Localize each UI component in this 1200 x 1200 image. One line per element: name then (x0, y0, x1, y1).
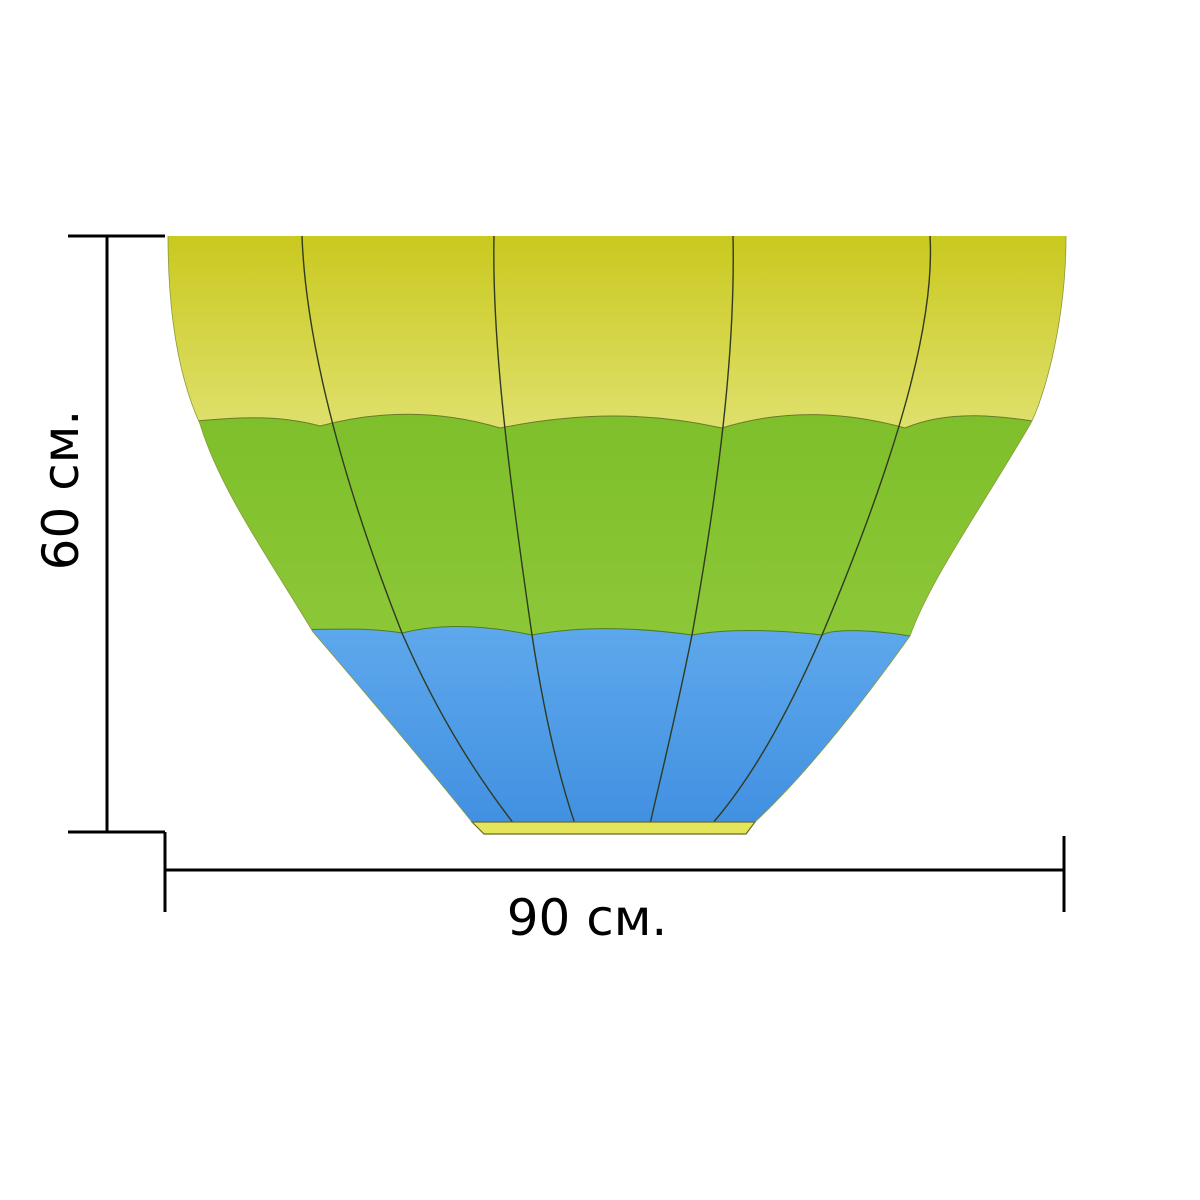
height-label: 60 см. (32, 410, 90, 571)
base-strip (470, 821, 757, 835)
balloon-envelope (168, 236, 1066, 822)
seams (301, 236, 932, 822)
width-label: 90 см. (507, 889, 668, 947)
balloon-outline (167, 235, 1067, 823)
seam-2 (493, 236, 576, 822)
top-band (168, 236, 1066, 428)
seam-3 (649, 236, 734, 822)
band-boundary-upper (168, 413, 1066, 429)
width-dimension (163, 832, 1066, 912)
seam-1 (301, 236, 515, 822)
middle-band (168, 414, 1066, 636)
bottom-band (168, 626, 1066, 822)
seam-4 (711, 236, 932, 822)
height-dimension (68, 234, 165, 834)
